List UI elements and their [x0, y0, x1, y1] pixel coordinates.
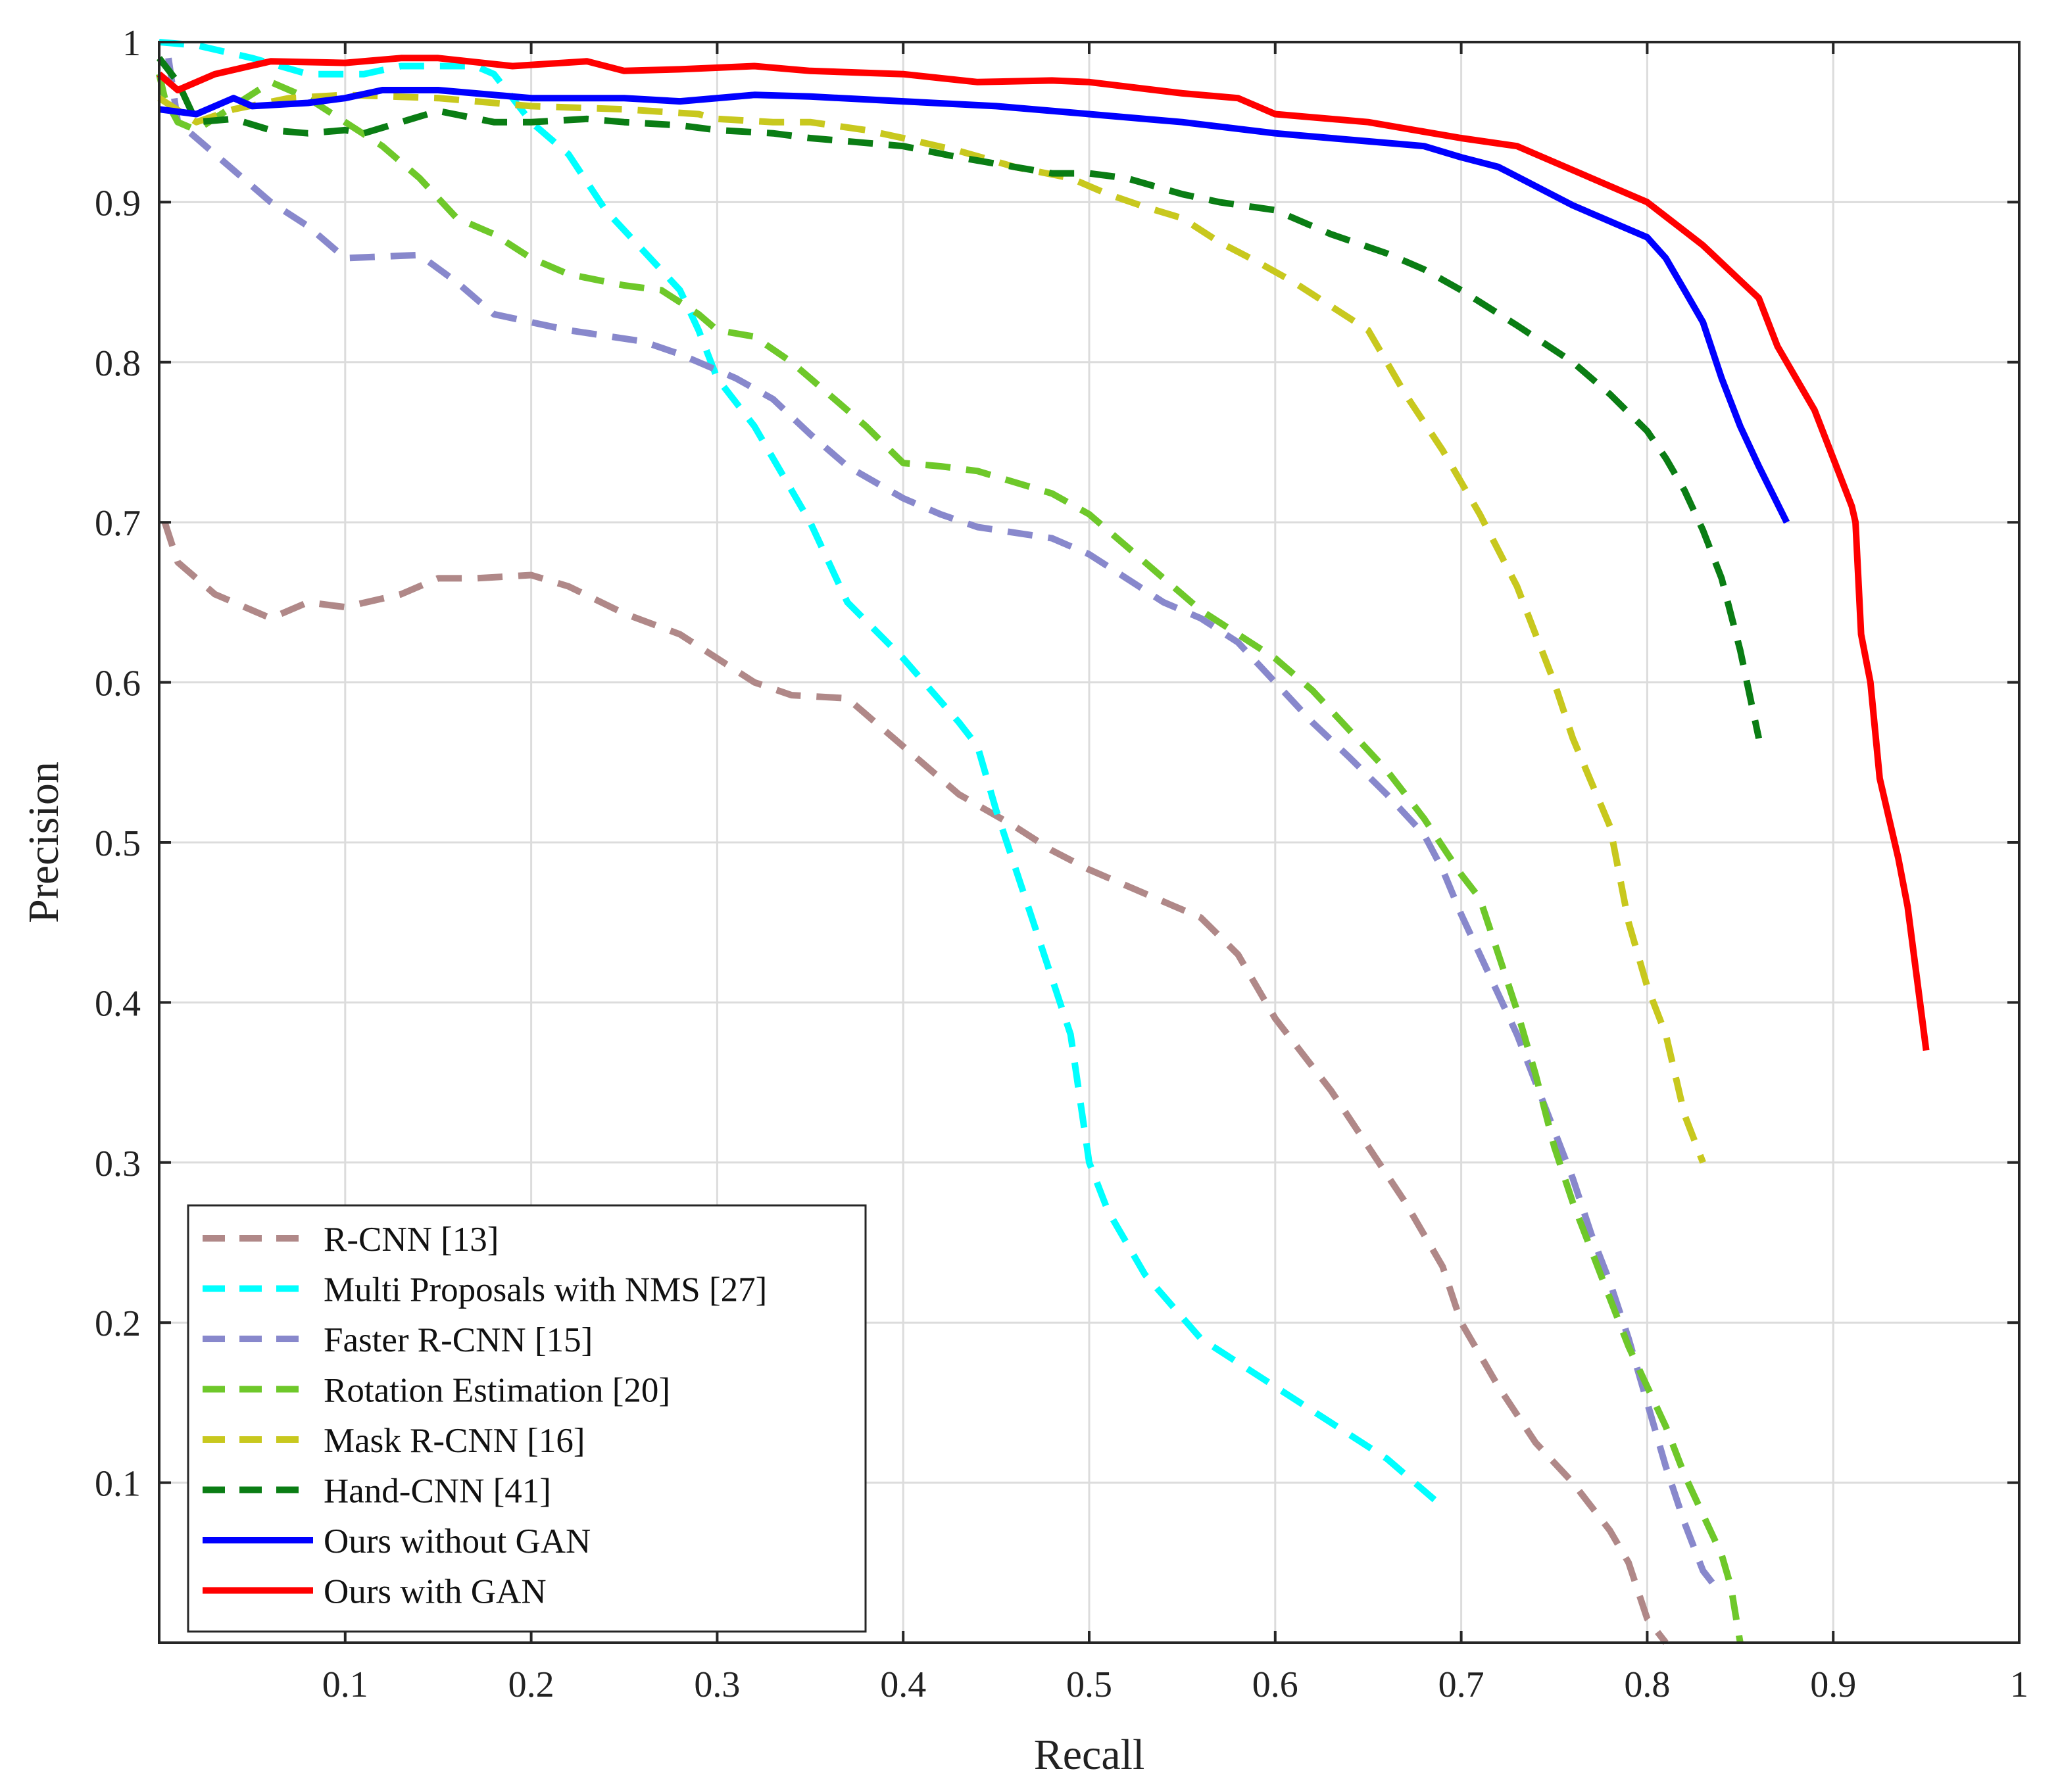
legend-label-1: R-CNN [13]: [324, 1221, 499, 1259]
legend-label-8: Ours with GAN: [324, 1573, 547, 1611]
y-tick-label: 0.8: [95, 343, 141, 384]
series-line-5: [157, 91, 1706, 1164]
legend-label-2: Multi Proposals with NMS [27]: [324, 1271, 767, 1309]
y-tick-label: 0.6: [95, 664, 141, 704]
y-tick-label: 0.3: [95, 1144, 141, 1184]
x-axis-title: Recall: [1034, 1731, 1145, 1779]
y-tick-label: 1: [122, 23, 141, 64]
x-tick-label: 0.6: [1252, 1664, 1298, 1705]
series-line-6: [157, 56, 1762, 739]
legend-label-7: Ours without GAN: [324, 1522, 591, 1561]
legend-box: [187, 1204, 867, 1633]
x-tick-label: 0.2: [508, 1664, 554, 1705]
legend-label-3: Faster R-CNN [15]: [324, 1321, 593, 1359]
series-line-1: [161, 521, 1669, 1645]
legend-label-6: Hand-CNN [41]: [324, 1472, 551, 1511]
y-axis-title: Precision: [20, 762, 68, 923]
x-tick-label: 0.7: [1438, 1664, 1484, 1705]
y-tick-label: 0.5: [95, 823, 141, 864]
x-tick-label: 1: [2010, 1664, 2028, 1705]
legend-label-4: Rotation Estimation [20]: [324, 1372, 670, 1410]
y-tick-label: 0.7: [95, 503, 141, 544]
axes-frame: [158, 41, 2021, 1644]
legend: R-CNN [13] Multi Proposals with NMS [27] F…: [187, 1204, 867, 1633]
x-tick-label: 0.9: [1810, 1664, 1856, 1705]
x-tick-label: 0.5: [1066, 1664, 1112, 1705]
y-tick-label: 0.4: [95, 983, 141, 1024]
y-tick-label: 0.2: [95, 1303, 141, 1344]
legend-label-5: Mask R-CNN [16]: [324, 1422, 585, 1460]
tick-labels: 0.1 0.2 0.3 0.4 0.5 0.6 0.7 0.8 0.9 1 0.1 0.2 0.3 0.4…: [95, 23, 2028, 1705]
series-line-4: [156, 73, 1744, 1643]
x-tick-label: 0.4: [880, 1664, 926, 1705]
series-line-7: [159, 87, 1790, 524]
x-tick-label: 0.3: [694, 1664, 740, 1705]
y-tick-label: 0.9: [95, 183, 141, 224]
x-tick-label: 0.8: [1624, 1664, 1670, 1705]
series-line-3: [165, 57, 1725, 1597]
y-tick-label: 0.1: [95, 1464, 141, 1505]
series-line-8: [157, 55, 1930, 1052]
x-tick-label: 0.1: [322, 1664, 368, 1705]
series-lines: [156, 39, 1930, 1645]
series-line-2: [159, 39, 1445, 1509]
